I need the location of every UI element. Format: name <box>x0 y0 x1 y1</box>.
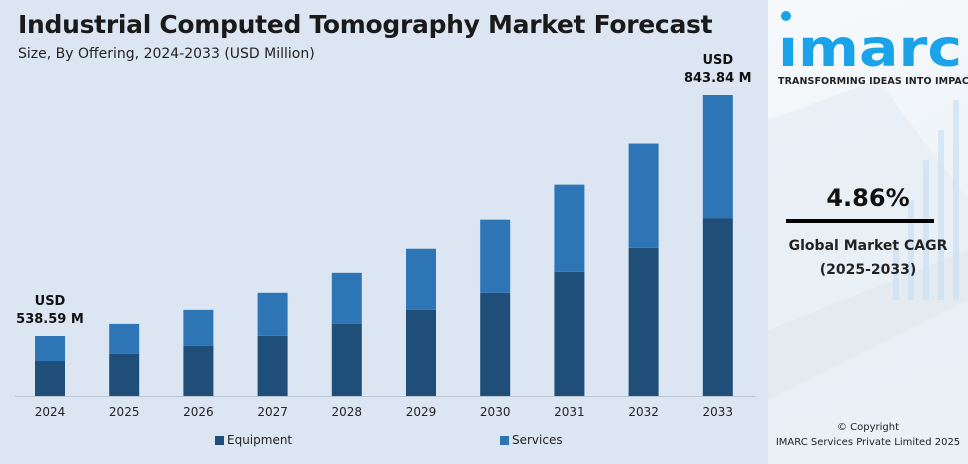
chart-title: Industrial Computed Tomography Market Fo… <box>18 10 713 39</box>
bar-equipment-2030 <box>480 292 511 396</box>
legend-label-equipment: Equipment <box>227 433 293 447</box>
data-label-2024-currency: USD <box>35 294 66 309</box>
bar-services-2026 <box>183 309 214 346</box>
bar-equipment-2028 <box>331 323 362 396</box>
bar-equipment-2024 <box>35 361 65 396</box>
legend-swatch-services <box>500 435 509 445</box>
cagr-label-block: Global Market CAGR (2025-2033) <box>768 234 968 282</box>
chart-subtitle: Size, By Offering, 2024-2033 (USD Millio… <box>18 46 315 62</box>
x-tick-label: 2029 <box>406 405 437 419</box>
cagr-period: (2025-2033) <box>819 262 917 278</box>
bar-equipment-2031 <box>554 271 585 396</box>
bar-services-2028 <box>331 272 362 324</box>
copyright: © Copyright <box>836 422 900 433</box>
bar-chart: 2024 2025 2026 2027 2028 2029 2030 2031 2032 2033… <box>15 53 755 419</box>
bar-equipment-2026 <box>183 345 214 396</box>
bar-services-2033 <box>702 95 733 219</box>
data-label-2033-currency: USD <box>702 53 733 68</box>
bar-equipment-2033 <box>702 218 733 396</box>
svg-text:ımarc: ımarc <box>778 19 962 68</box>
background-decoration <box>768 80 968 464</box>
legend-equipment: Equipment <box>215 433 292 447</box>
imarc-logo: ımarc <box>778 11 962 68</box>
chart-panel: Industrial Computed Tomography Market Fo… <box>0 0 768 464</box>
tagline: TRANSFORMING IDEAS INTO IMPACT <box>778 76 968 87</box>
x-tick-label: 2032 <box>628 405 659 419</box>
copyright-block: © Copyright IMARC Services Private Limit… <box>768 420 968 450</box>
bar-services-2027 <box>257 292 288 336</box>
x-tick-label: 2025 <box>109 405 140 419</box>
x-tick-label: 2031 <box>554 405 585 419</box>
legend-swatch-equipment <box>215 435 224 445</box>
data-label-2024-value: 538.59 M <box>16 312 84 327</box>
x-tick-label: 2027 <box>257 405 288 419</box>
legend-label-services: Services <box>512 433 563 447</box>
bar-equipment-2027 <box>257 335 288 396</box>
cagr-divider <box>786 219 934 223</box>
legend-services: Services <box>500 433 563 447</box>
bar-services-2029 <box>406 248 436 310</box>
bar-equipment-2029 <box>406 309 436 396</box>
x-tick-label: 2030 <box>480 405 511 419</box>
data-label-2033-value: 843.84 M <box>684 71 752 86</box>
cagr-label: Global Market CAGR <box>788 238 948 254</box>
bar-equipment-2032 <box>628 247 659 396</box>
x-tick-label: 2026 <box>183 405 214 419</box>
x-tick-label: 2028 <box>332 405 363 419</box>
bar-services-2030 <box>480 219 511 293</box>
bar-services-2024 <box>35 336 65 362</box>
bar-services-2031 <box>554 184 585 272</box>
bar-services-2025 <box>109 323 140 354</box>
x-tick-label: 2024 <box>35 405 66 419</box>
bar-services-2032 <box>628 143 659 248</box>
company-name: IMARC Services Private Limited 2025 <box>775 437 961 448</box>
x-tick-label: 2033 <box>703 405 734 419</box>
side-panel: ımarc TRANSFORMING IDEAS INTO IMPACT 4.8… <box>768 0 968 464</box>
bar-equipment-2025 <box>109 353 140 396</box>
cagr-value: 4.86% <box>826 184 910 212</box>
